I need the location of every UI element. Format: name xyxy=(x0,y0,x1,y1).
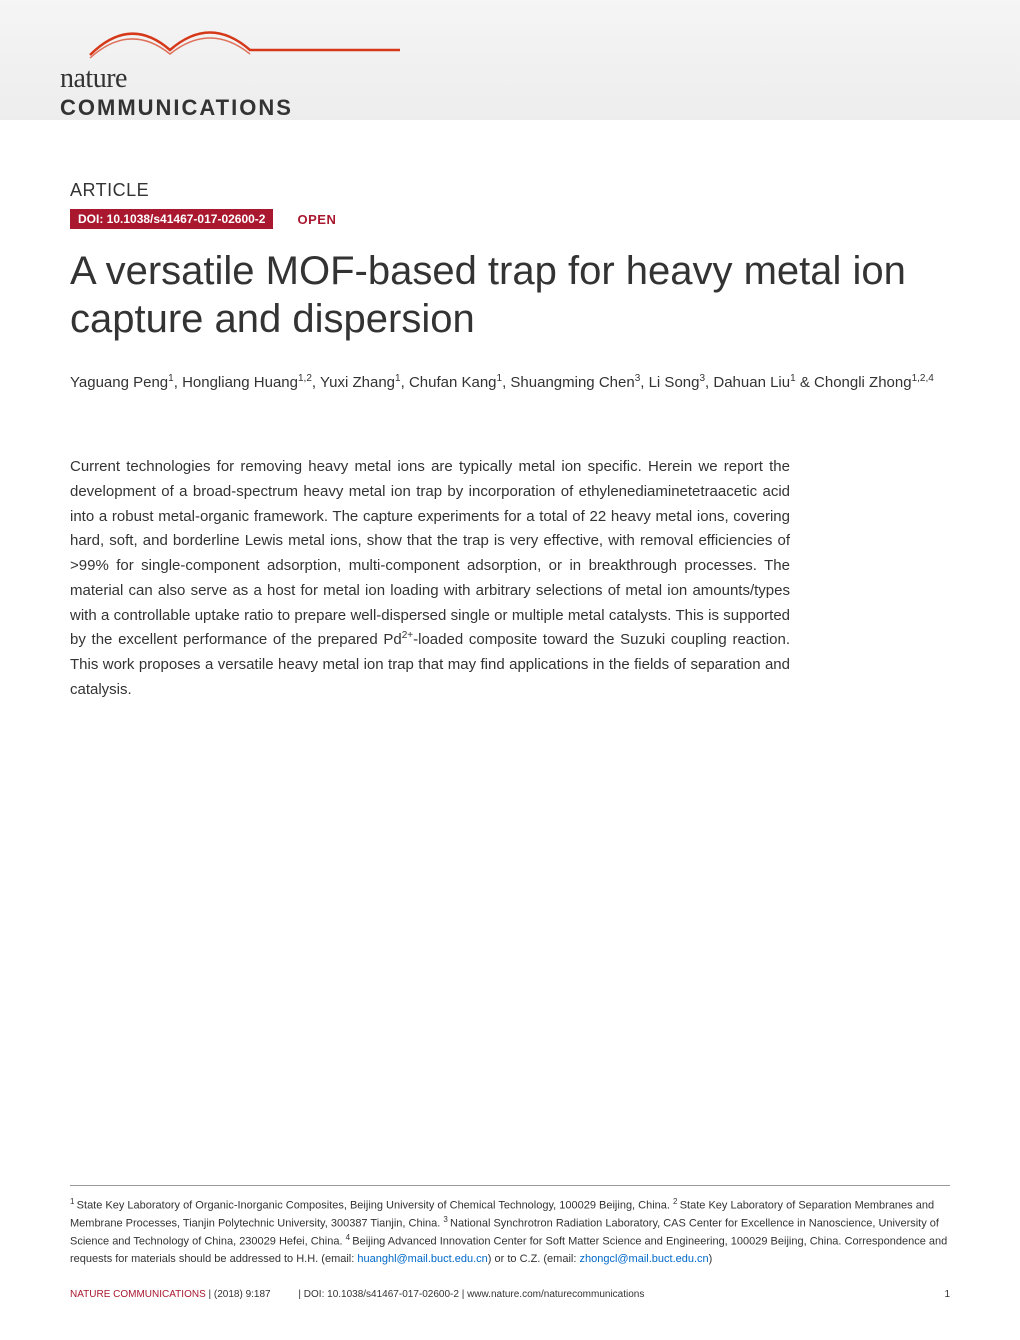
logo-text-communications: COMMUNICATIONS xyxy=(60,95,293,120)
author: Chufan Kang1 xyxy=(409,374,502,391)
abstract: Current technologies for removing heavy … xyxy=(70,455,790,703)
aff-text: State Key Laboratory of Organic-Inorgani… xyxy=(77,1200,673,1212)
article-type-label: ARTICLE xyxy=(70,180,950,201)
doi-open-row: DOI: 10.1038/s41467-017-02600-2 OPEN xyxy=(70,209,950,229)
article-content: ARTICLE DOI: 10.1038/s41467-017-02600-2 … xyxy=(0,120,1020,703)
author: Hongliang Huang1,2 xyxy=(182,374,312,391)
abstract-part1: Current technologies for removing heavy … xyxy=(70,458,790,648)
doi-prefix: DOI: xyxy=(78,212,107,226)
author-list: Yaguang Peng1, Hongliang Huang1,2, Yuxi … xyxy=(70,371,950,395)
affiliations: 1 State Key Laboratory of Organic-Inorga… xyxy=(70,1196,950,1267)
footer-issue: (2018) 9:187 xyxy=(214,1289,271,1300)
aff-num: 1 xyxy=(70,1197,77,1206)
doi-value: 10.1038/s41467-017-02600-2 xyxy=(107,212,266,226)
page-number: 1 xyxy=(944,1289,950,1300)
correspondence-end: ) xyxy=(709,1253,713,1265)
journal-header-banner: nature COMMUNICATIONS xyxy=(0,0,1020,120)
doi-badge: DOI: 10.1038/s41467-017-02600-2 xyxy=(70,209,273,229)
journal-logo: nature COMMUNICATIONS xyxy=(60,25,293,120)
aff-text: Beijing Advanced Innovation Center for S… xyxy=(352,1236,844,1248)
author: Chongli Zhong1,2,4 xyxy=(814,374,934,391)
author: Li Song3 xyxy=(649,374,705,391)
footer-sep: | xyxy=(206,1289,214,1300)
author: Dahuan Liu1 xyxy=(713,374,795,391)
correspondence-email-1[interactable]: huanghl@mail.buct.edu.cn xyxy=(357,1253,487,1265)
author: Yaguang Peng1 xyxy=(70,374,174,391)
footer-journal: NATURE COMMUNICATIONS xyxy=(70,1289,206,1300)
pd-charge: 2+ xyxy=(402,630,413,641)
correspondence-mid: ) or to C.Z. (email: xyxy=(488,1253,580,1265)
affiliation-divider xyxy=(70,1185,950,1186)
aff-num: 2 xyxy=(673,1197,680,1206)
footer-doi: | DOI: 10.1038/s41467-017-02600-2 | www.… xyxy=(298,1289,644,1300)
footer-area: 1 State Key Laboratory of Organic-Inorga… xyxy=(70,1185,950,1300)
open-access-label: OPEN xyxy=(297,212,336,227)
correspondence-email-2[interactable]: zhongcl@mail.buct.edu.cn xyxy=(579,1253,708,1265)
footer-line: NATURE COMMUNICATIONS | (2018) 9:187 | D… xyxy=(70,1289,950,1300)
author: Shuangming Chen3 xyxy=(510,374,640,391)
footer-citation: NATURE COMMUNICATIONS | (2018) 9:187 | D… xyxy=(70,1289,644,1300)
article-title: A versatile MOF-based trap for heavy met… xyxy=(70,247,950,343)
author: Yuxi Zhang1 xyxy=(320,374,401,391)
logo-text-nature: nature xyxy=(60,63,293,95)
